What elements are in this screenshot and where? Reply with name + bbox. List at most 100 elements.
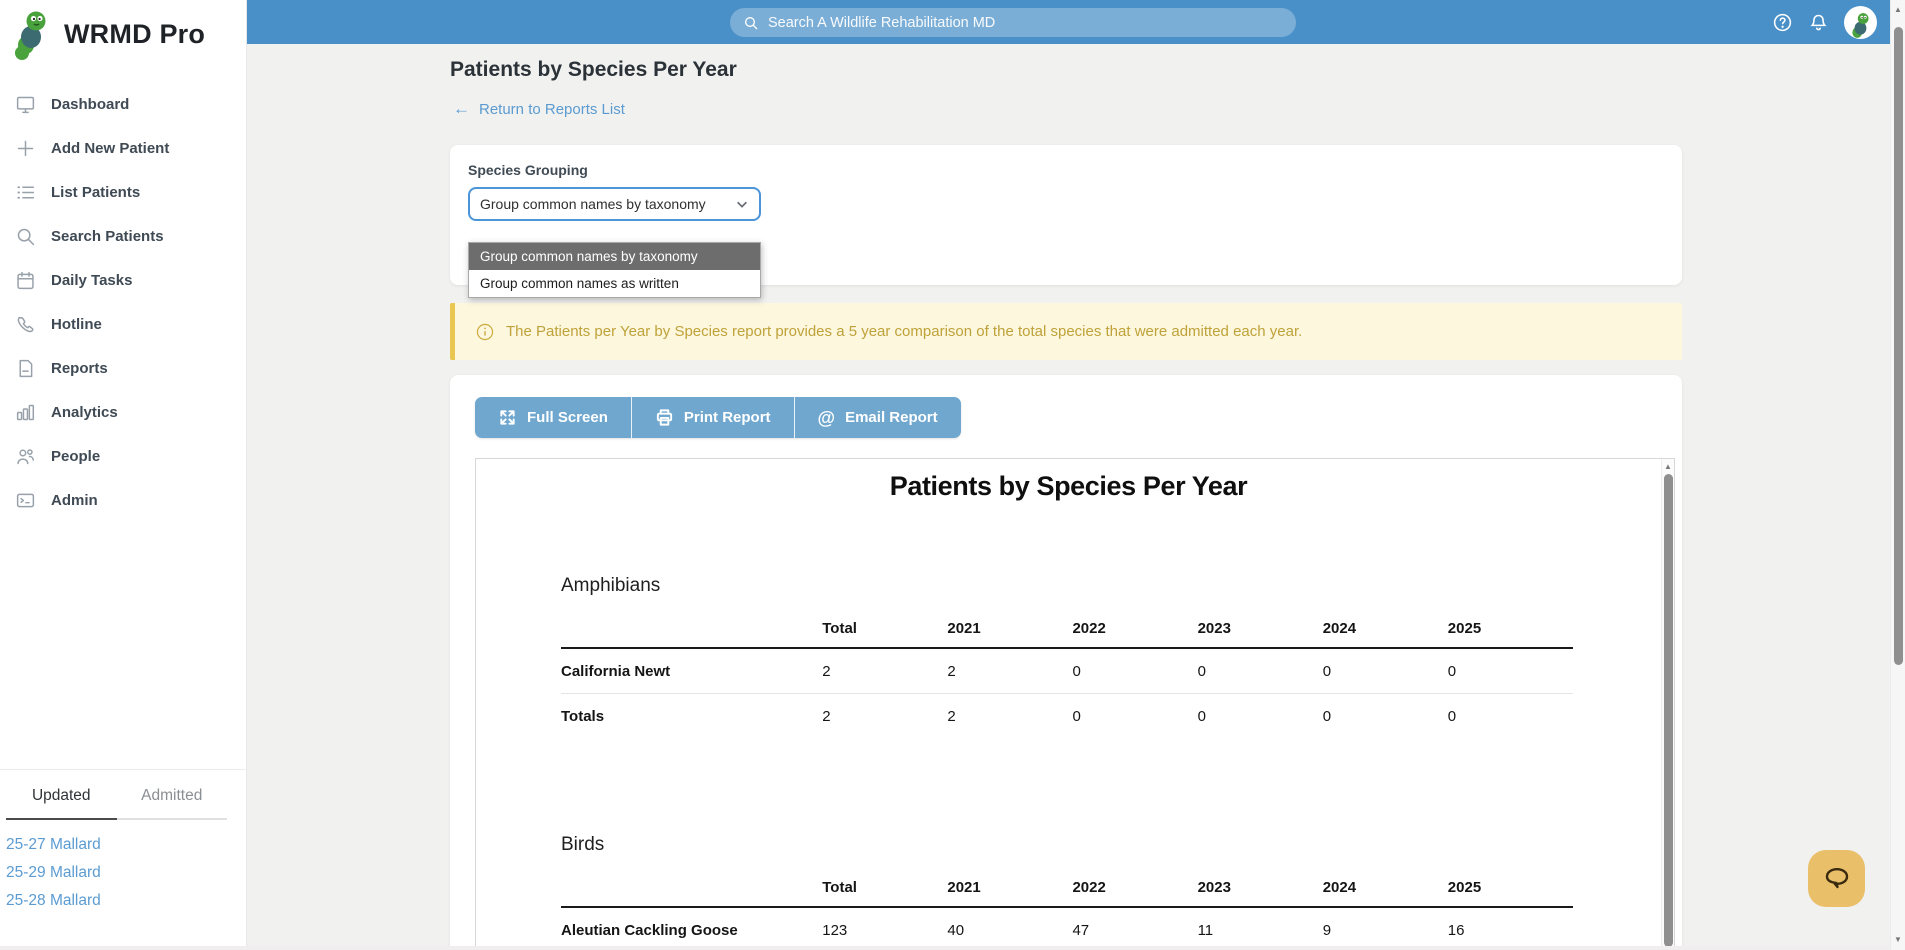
report-scrollbar[interactable]: ▲ [1661, 459, 1674, 949]
sidebar-item-analytics[interactable]: Analytics [0, 390, 246, 434]
report-toolbar: Full Screen Print Report @ Email Report [475, 397, 961, 438]
sidebar-item-label: People [51, 447, 101, 465]
report-section-amphibians: Amphibians Total 2021 2022 2023 2024 2025 Calif… [561, 575, 1661, 738]
table-row: California Newt 2 2 0 0 0 0 [561, 648, 1573, 694]
recent-tabs: Updated Admitted [0, 770, 227, 820]
top-bar [247, 0, 1890, 44]
species-name-cell: Totals [561, 708, 605, 725]
value-cell: 2 [947, 648, 1073, 694]
column-header: 2024 [1322, 606, 1448, 649]
user-avatar[interactable] [1844, 5, 1877, 39]
column-header: Total [822, 865, 948, 908]
page-scrollbar-thumb[interactable] [1894, 27, 1903, 665]
search-input[interactable] [768, 14, 1283, 31]
column-header: 2024 [1322, 865, 1448, 908]
table-row: Aleutian Cackling Goose 123 40 47 11 9 16 [561, 907, 1573, 949]
report-section-birds: Birds Total 2021 2022 2023 2024 2025 Aleutian C… [561, 834, 1661, 949]
species-name-cell: California Newt [561, 648, 823, 694]
column-header: 2022 [1072, 865, 1198, 908]
plus-icon [17, 140, 34, 156]
email-report-button[interactable]: @ Email Report [794, 397, 961, 438]
sidebar-item-add-new-patient[interactable]: Add New Patient [0, 126, 246, 170]
brand-title: WRMD Pro [64, 19, 206, 49]
bottom-scroll-strip [0, 946, 1905, 950]
chat-launcher-button[interactable] [1808, 850, 1865, 907]
scroll-up-arrow[interactable]: ▲ [1664, 462, 1672, 471]
avatar-mascot-icon [1851, 12, 1869, 38]
sidebar: WRMD Pro Dashboard Add New Patient List … [0, 0, 247, 950]
recent-patient-link[interactable]: 25-29 Mallard [6, 864, 101, 881]
value-cell: 2 [822, 648, 948, 694]
value-cell: 123 [822, 922, 848, 939]
sidebar-item-dashboard[interactable]: Dashboard [0, 82, 246, 126]
bell-icon[interactable] [1808, 12, 1829, 33]
sidebar-item-label: Hotline [51, 315, 102, 333]
value-cell: 0 [1072, 648, 1198, 694]
table-row: Totals 2 2 0 0 0 0 [561, 694, 1573, 739]
document-icon [19, 359, 33, 377]
brand[interactable]: WRMD Pro [0, 0, 246, 66]
recent-patient-link[interactable]: 25-28 Mallard [6, 892, 101, 909]
group-heading: Amphibians [561, 575, 661, 596]
full-screen-button[interactable]: Full Screen [475, 397, 632, 438]
column-header: Total [822, 606, 948, 649]
group-heading: Birds [561, 834, 605, 855]
column-header: 2022 [1072, 606, 1198, 649]
info-icon [476, 323, 494, 340]
value-cell: 40 [947, 922, 965, 939]
sidebar-item-reports[interactable]: Reports [0, 346, 246, 390]
recent-patient-list: 25-27 Mallard 25-29 Mallard 25-28 Mallar… [0, 820, 246, 915]
button-label: Email Report [845, 409, 938, 426]
value-cell: 2 [947, 708, 956, 725]
option-group-by-taxonomy[interactable]: Group common names by taxonomy [469, 243, 760, 270]
column-header: 2025 [1447, 865, 1573, 908]
sidebar-item-label: List Patients [51, 183, 141, 201]
search-icon [745, 16, 758, 29]
value-cell: 9 [1322, 922, 1332, 939]
report-title: Patients by Species Per Year [889, 471, 1248, 501]
topbar-icons [1772, 0, 1877, 44]
sidebar-item-admin[interactable]: Admin [0, 478, 246, 522]
select-current-value: Group common names by taxonomy [480, 196, 706, 212]
left-arrow-icon: ← [453, 99, 470, 118]
sidebar-item-label: Search Patients [51, 227, 164, 245]
list-icon [17, 185, 35, 199]
value-cell: 0 [1447, 648, 1573, 694]
value-cell: 11 [1197, 922, 1214, 939]
people-icon [17, 448, 34, 464]
column-header-spacer [561, 606, 823, 649]
recent-patient-link[interactable]: 25-27 Mallard [6, 836, 101, 853]
chevron-down-icon [737, 201, 747, 208]
column-header-spacer [561, 865, 823, 908]
sidebar-item-daily-tasks[interactable]: Daily Tasks [0, 258, 246, 302]
species-grouping-select[interactable]: Group common names by taxonomy [468, 187, 761, 221]
value-cell: 16 [1447, 922, 1465, 939]
report-table: Total 2021 2022 2023 2024 2025 Aleutian Cackli… [561, 865, 1573, 949]
button-label: Print Report [683, 409, 771, 426]
column-header: 2023 [1197, 865, 1323, 908]
sidebar-item-label: Daily Tasks [51, 271, 133, 289]
value-cell: 0 [1072, 708, 1081, 725]
report-viewer: Patients by Species Per Year Amphibians T… [475, 458, 1675, 950]
scroll-up-arrow[interactable]: ▲ [1894, 5, 1902, 14]
sidebar-item-people[interactable]: People [0, 434, 246, 478]
search-icon [17, 228, 35, 245]
expand-icon [500, 410, 515, 425]
report-sections: Amphibians Total 2021 2022 2023 2024 2025 Calif… [476, 575, 1661, 949]
scroll-down-arrow[interactable]: ▼ [1894, 935, 1902, 944]
help-icon[interactable] [1772, 12, 1793, 33]
tab-updated[interactable]: Updated [6, 770, 117, 820]
page-scrollbar[interactable]: ▲ ▼ [1890, 0, 1905, 950]
report-table: Total 2021 2022 2023 2024 2025 California Newt… [561, 606, 1573, 738]
return-to-reports-link[interactable]: ← Return to Reports List [453, 99, 625, 119]
option-group-as-written[interactable]: Group common names as written [480, 276, 679, 291]
sidebar-item-list-patients[interactable]: List Patients [0, 170, 246, 214]
wrmd-mascot-logo [15, 11, 46, 60]
tab-admitted[interactable]: Admitted [116, 770, 227, 820]
print-report-button[interactable]: Print Report [631, 397, 795, 438]
report-scrollbar-thumb[interactable] [1664, 474, 1673, 947]
sidebar-item-search-patients[interactable]: Search Patients [0, 214, 246, 258]
global-search[interactable] [730, 8, 1296, 37]
sidebar-item-hotline[interactable]: Hotline [0, 302, 246, 346]
